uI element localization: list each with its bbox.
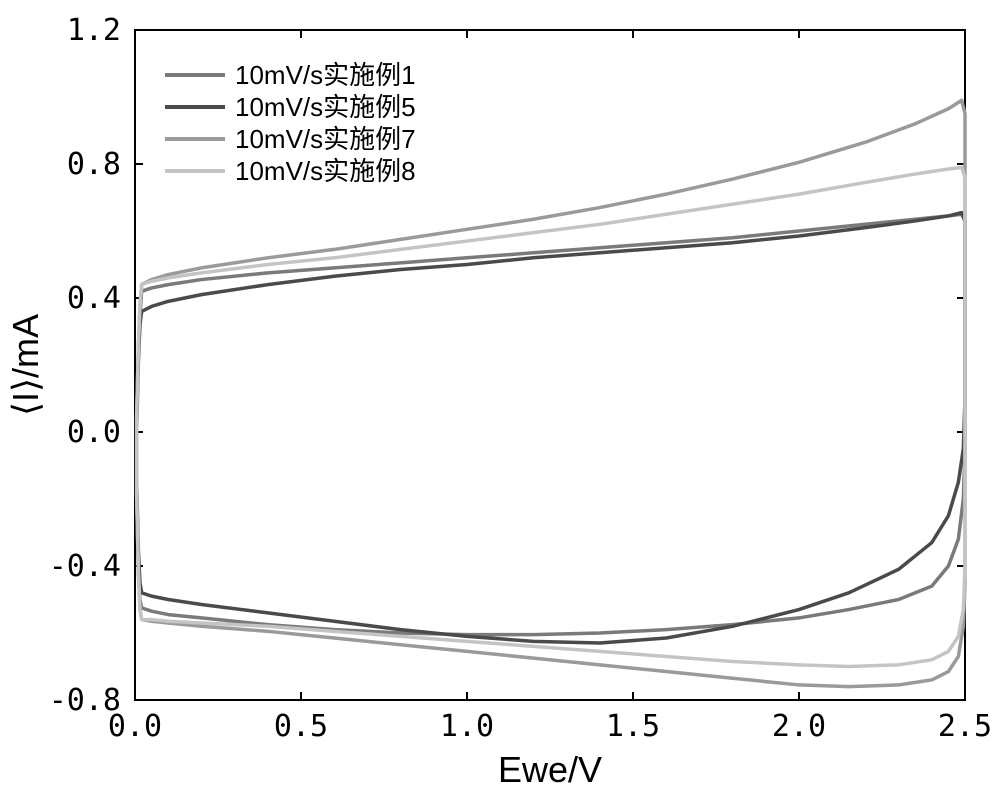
- y-tick-label: 0.8: [67, 147, 121, 182]
- x-tick-label: 2.0: [772, 709, 826, 744]
- y-tick-label: 1.2: [67, 13, 121, 48]
- y-tick-label: 0.0: [67, 415, 121, 450]
- x-tick-label: 2.5: [938, 709, 992, 744]
- y-tick-label: -0.8: [49, 683, 121, 718]
- cv-chart: 0.00.51.01.52.02.5-0.8-0.40.00.40.81.2Ew…: [0, 0, 1000, 799]
- y-tick-label: -0.4: [49, 549, 121, 584]
- y-tick-label: 0.4: [67, 281, 121, 316]
- chart-svg: 0.00.51.01.52.02.5-0.8-0.40.00.40.81.2Ew…: [0, 0, 1000, 799]
- legend-label: 10mV/s实施例7: [235, 124, 416, 154]
- x-tick-label: 0.5: [274, 709, 328, 744]
- x-axis-title: Ewe/V: [498, 749, 602, 790]
- y-axis-title: ⟨I⟩/mA: [5, 314, 46, 416]
- x-tick-label: 1.0: [440, 709, 494, 744]
- legend-label: 10mV/s实施例8: [235, 156, 416, 186]
- legend-label: 10mV/s实施例1: [235, 60, 416, 90]
- cv-curve-1: [137, 213, 965, 643]
- x-tick-label: 1.5: [606, 709, 660, 744]
- legend-label: 10mV/s实施例5: [235, 92, 416, 122]
- cv-curve-0: [137, 214, 965, 634]
- cv-curve-3: [137, 167, 965, 666]
